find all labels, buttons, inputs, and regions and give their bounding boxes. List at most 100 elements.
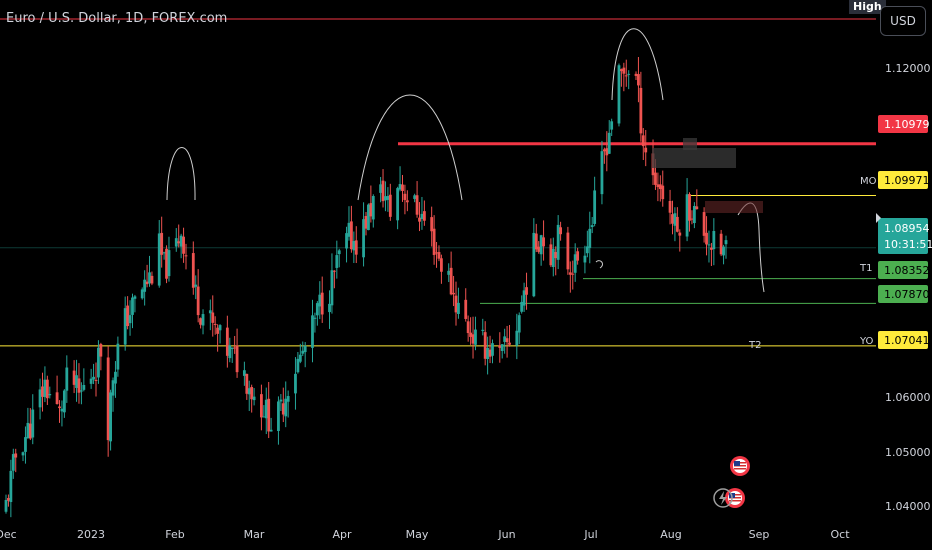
candle-body: [65, 367, 69, 391]
candle-body: [588, 228, 592, 248]
candle-body: [673, 213, 677, 226]
candle-body: [320, 292, 324, 315]
candle-body: [379, 184, 382, 193]
candle-body: [602, 149, 606, 152]
price-badge: [878, 331, 928, 349]
candle-body: [634, 73, 638, 76]
candle-body: [627, 73, 631, 75]
candle-body: [335, 255, 339, 268]
candle-body: [566, 232, 570, 270]
price-badge: [878, 171, 928, 189]
currency-button[interactable]: USD: [880, 6, 926, 36]
candle-body: [464, 299, 468, 319]
candle-body: [637, 74, 640, 86]
candle-body: [99, 344, 103, 357]
candle-body: [539, 235, 543, 255]
candle-body: [352, 241, 356, 251]
candle-body: [211, 312, 215, 323]
candle-body: [114, 371, 117, 384]
candle-body: [109, 392, 112, 442]
candle-body: [162, 252, 166, 254]
candle-body: [685, 194, 689, 237]
candle-body: [515, 330, 519, 346]
candle-body: [559, 227, 562, 235]
candle-body: [724, 240, 728, 245]
candle-body: [328, 303, 331, 313]
candle-body: [216, 327, 220, 334]
price-badge-value: 1.10979: [884, 118, 930, 131]
candle-body: [131, 297, 134, 315]
candle-body: [213, 323, 217, 325]
candle-body: [150, 275, 154, 284]
candle-body: [160, 232, 164, 255]
candle-body: [26, 422, 30, 439]
zone-rect: [652, 148, 736, 168]
price-badge-timer: 10:31:51: [884, 238, 932, 251]
level-label: MO: [860, 176, 877, 187]
candle-body: [396, 188, 400, 221]
zone-rect: [705, 201, 763, 213]
candle-body: [242, 370, 246, 376]
candle-body: [707, 244, 711, 246]
candle-body: [245, 373, 249, 394]
candle-body: [345, 233, 348, 249]
candle-body: [301, 350, 305, 354]
candle-body: [469, 332, 472, 337]
candle-body: [284, 398, 288, 417]
candle-body: [420, 213, 424, 220]
candle-body: [92, 376, 95, 380]
price-tick: 1.12000: [885, 62, 931, 75]
candle-body: [318, 294, 322, 307]
candle-body: [418, 217, 421, 222]
candle-body: [196, 286, 200, 316]
candle-body: [247, 388, 251, 395]
candle-body: [466, 321, 470, 334]
candle-body: [415, 195, 419, 215]
price-tick: 1.05000: [885, 446, 931, 459]
candle-body: [622, 67, 626, 74]
candle-body: [111, 380, 115, 396]
candle-body: [286, 396, 290, 402]
candle-body: [498, 345, 502, 348]
time-tick: Jun: [497, 528, 515, 541]
time-tick: Sep: [749, 528, 770, 541]
candle-body: [75, 375, 78, 388]
candle-body: [522, 290, 526, 306]
arc-drawing: [166, 147, 196, 201]
candle-body: [610, 121, 614, 130]
price-badge: [878, 261, 928, 279]
time-tick: 2023: [77, 528, 105, 541]
symbol-title[interactable]: Euro / U.S. Dollar, 1D, FOREX.com: [6, 11, 228, 26]
time-tick: May: [406, 528, 429, 541]
candle-body: [315, 303, 319, 316]
candle-body: [332, 270, 336, 272]
candle-body: [45, 379, 49, 399]
candle-body: [218, 325, 222, 331]
candle-body: [690, 218, 694, 220]
time-tick: Dec: [0, 528, 17, 541]
candle-body: [277, 401, 280, 432]
candle-body: [80, 390, 83, 392]
candle-body: [97, 347, 100, 378]
candle-body: [60, 408, 64, 412]
candle-body: [230, 347, 234, 350]
price-badge-value: 1.07870: [884, 288, 930, 301]
candle-body: [644, 147, 648, 153]
candle-body: [710, 247, 713, 250]
candle-body: [624, 75, 628, 77]
candle-body: [145, 281, 149, 285]
candle-body: [449, 267, 453, 295]
candle-body: [262, 416, 266, 418]
candle-body: [386, 196, 390, 200]
candle-body: [722, 246, 725, 256]
candle-body: [250, 387, 254, 400]
candle-body: [252, 396, 256, 401]
candle-body: [532, 232, 536, 297]
candle-body: [620, 69, 623, 72]
candle-body: [656, 184, 660, 188]
lightning-icon: [719, 491, 727, 505]
candle-body: [148, 272, 151, 284]
candle-body: [483, 332, 487, 359]
candle-body: [82, 385, 86, 390]
